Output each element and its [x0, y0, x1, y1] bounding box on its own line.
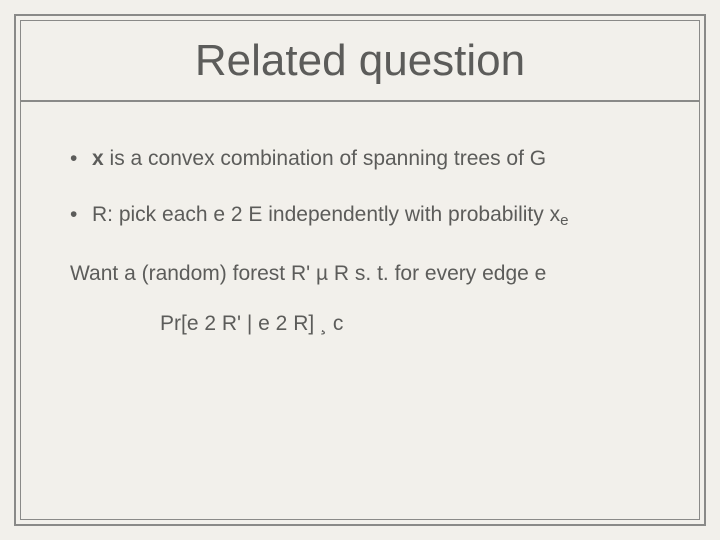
- bullet-text: R: pick each e 2 E independently with pr…: [92, 201, 650, 232]
- subscript-e: e: [560, 213, 568, 230]
- bullet-text: x is a convex combination of spanning tr…: [92, 145, 650, 173]
- bullet-item: • x is a convex combination of spanning …: [70, 145, 650, 173]
- content-area: • x is a convex combination of spanning …: [70, 145, 650, 339]
- slide-title: Related question: [0, 36, 720, 86]
- bullet-glyph: •: [70, 145, 92, 173]
- formula-line: Pr[e 2 R' | e 2 R] ¸ c: [160, 310, 650, 338]
- title-underline: [20, 100, 700, 102]
- bullet-line1: R: pick each e 2 E independently with pr…: [92, 203, 560, 226]
- want-line: Want a (random) forest R' µ R s. t. for …: [70, 260, 650, 288]
- bullet-rest: is a convex combination of spanning tree…: [104, 147, 546, 170]
- bullet-item: • R: pick each e 2 E independently with …: [70, 201, 650, 232]
- slide: Related question • x is a convex combina…: [0, 0, 720, 540]
- bullet-glyph: •: [70, 201, 92, 232]
- var-x: x: [92, 147, 104, 170]
